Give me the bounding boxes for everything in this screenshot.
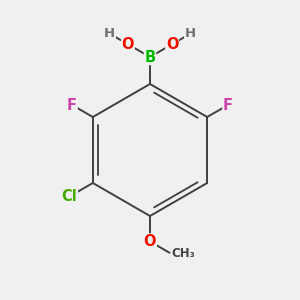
Text: O: O [122,37,134,52]
Text: Cl: Cl [61,189,77,204]
Text: B: B [144,50,156,64]
Text: O: O [166,37,178,52]
Text: O: O [144,234,156,249]
Text: H: H [104,27,115,40]
Text: F: F [67,98,77,112]
Text: CH₃: CH₃ [171,247,195,260]
Text: H: H [185,27,196,40]
Text: F: F [223,98,233,112]
